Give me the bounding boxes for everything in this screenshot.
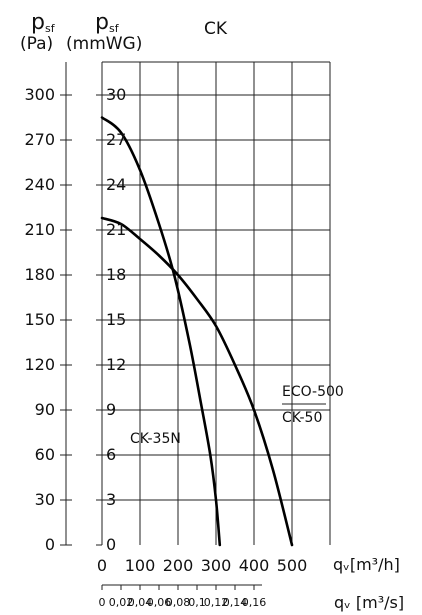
x-axis-m3h-label: qᵥ[m³/h]: [333, 555, 400, 574]
x-axis-m3h-tick-label: 200: [162, 556, 194, 575]
chart-title: CK: [204, 19, 228, 39]
x-axis-m3s-tick-label: 0,06: [146, 596, 172, 609]
y-axis-pa-tick-label: 150: [24, 310, 55, 329]
x-axis-m3s-label: qᵥ [m³/s]: [334, 593, 405, 612]
y-axis-pa-symbol: psf: [31, 10, 55, 35]
y-axis-mmwg-tick-label: 3: [106, 490, 117, 509]
y-axis-pa-tick-label: 90: [34, 400, 55, 419]
y-axis-pa-tick-label: 30: [34, 490, 55, 509]
curve-label-eco-500: ECO-500: [282, 384, 344, 400]
y-axis-pa-tick-label: 210: [24, 220, 55, 239]
y-axis-mmwg-unit: (mmWG): [66, 34, 143, 54]
y-axis-mmwg-tick-label: 6: [106, 445, 117, 464]
curve-label-ck-50: CK-50: [282, 410, 323, 426]
y-axis-mmwg-tick-label: 18: [106, 265, 127, 284]
y-axis-mmwg-tick-label: 21: [106, 220, 127, 239]
y-axis-pa-tick-label: 270: [24, 130, 55, 149]
x-axis-m3s-tick-label: 0,12: [203, 596, 229, 609]
y-axis-pa-tick-label: 120: [24, 355, 55, 374]
y-axis-mmwg-tick-label: 24: [106, 175, 127, 194]
x-axis-m3h-tick-label: 400: [238, 556, 270, 575]
y-axis-pa-tick-label: 240: [24, 175, 55, 194]
y-axis-pa-tick-label: 300: [24, 85, 55, 104]
y-axis-mmwg-tick-label: 15: [106, 310, 127, 329]
x-axis-m3h-tick-label: 0: [96, 556, 108, 575]
y-axis-pa-unit: (Pa): [20, 34, 54, 54]
x-axis-m3s-tick-label: 0,04: [127, 596, 153, 609]
y-axis-mmwg-tick-label: 0: [106, 535, 117, 554]
y-axis-pa-tick-label: 0: [44, 535, 55, 554]
x-axis-m3h-tick-label: 500: [276, 556, 308, 575]
x-axis-m3s-tick-label: 0,08: [165, 596, 191, 609]
x-axis-m3h-tick-label: 100: [124, 556, 156, 575]
x-axis-m3s-tick-label: 0,1: [188, 596, 206, 609]
y-axis-mmwg-tick-label: 27: [106, 130, 127, 149]
x-axis-m3s-tick-label: 0,16: [241, 596, 267, 609]
y-axis-mmwg-tick-label: 30: [106, 85, 127, 104]
y-axis-pa-tick-label: 60: [34, 445, 55, 464]
curve-label-ck-35n: CK-35N: [130, 431, 181, 447]
curve-ck-35n: [100, 116, 222, 547]
curve-eco-500-ck-50: [100, 216, 294, 547]
x-axis-m3h-tick-label: 300: [200, 556, 232, 575]
y-axis-mmwg-tick-label: 9: [106, 400, 117, 419]
x-axis-m3s-tick-label: 0,14: [222, 596, 248, 609]
x-axis-m3s-tick-label: 0: [98, 596, 106, 609]
y-axis-mmwg-symbol: psf: [95, 10, 119, 35]
y-axis-pa-tick-label: 180: [24, 265, 55, 284]
x-axis-m3s-tick-label: 0,02: [108, 596, 134, 609]
y-axis-mmwg-tick-label: 12: [106, 355, 127, 374]
